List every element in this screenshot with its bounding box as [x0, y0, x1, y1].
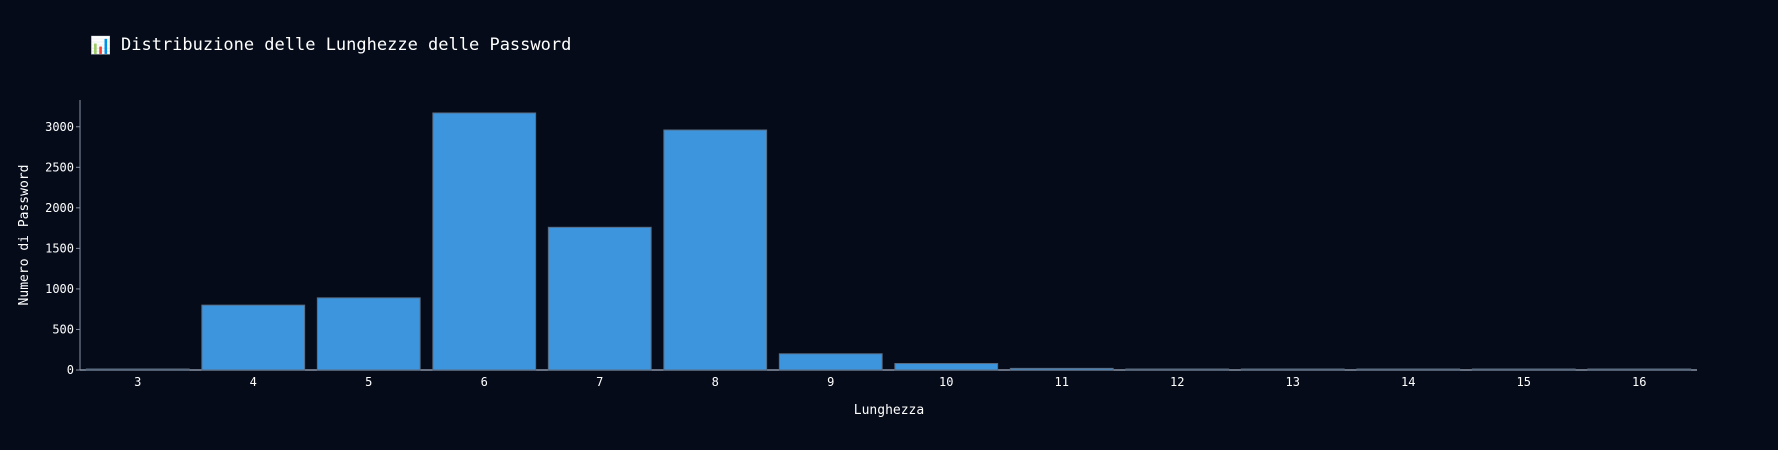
y-axis-label: Numero di Password — [17, 165, 32, 306]
x-tick-label: 7 — [596, 375, 603, 389]
bar-12 — [1125, 368, 1230, 371]
y-tick-label: 3000 — [45, 120, 74, 134]
bar-5 — [316, 297, 421, 371]
y-tick-label: 1000 — [45, 282, 74, 296]
bar-16 — [1587, 368, 1692, 371]
bar-8 — [663, 129, 768, 371]
x-tick-label: 9 — [827, 375, 834, 389]
bar-4 — [201, 304, 306, 371]
bar-9 — [778, 353, 883, 371]
y-tick-label: 2500 — [45, 160, 74, 174]
y-tick-label: 0 — [67, 363, 74, 377]
y-tick-labels: 0 500 1000 1500 2000 2500 3000 — [45, 120, 80, 377]
x-tick-label: 3 — [134, 375, 141, 389]
bars — [85, 112, 1692, 371]
bar-7 — [547, 226, 652, 371]
x-tick-label: 8 — [712, 375, 719, 389]
bar-6 — [432, 112, 537, 371]
x-tick-label: 12 — [1170, 375, 1184, 389]
x-tick-label: 10 — [939, 375, 953, 389]
y-tick-label: 500 — [52, 322, 74, 336]
x-tick-label: 6 — [481, 375, 488, 389]
x-tick-labels: 3 4 5 6 7 8 9 10 11 12 13 14 15 16 — [134, 375, 1646, 389]
y-tick-label: 1500 — [45, 241, 74, 255]
x-tick-label: 5 — [365, 375, 372, 389]
bar-10 — [894, 363, 999, 371]
title-icon: 📊 — [90, 35, 111, 56]
bar-15 — [1471, 368, 1576, 371]
bar-14 — [1356, 368, 1461, 371]
x-tick-label: 15 — [1517, 375, 1531, 389]
bar-11 — [1009, 367, 1114, 371]
chart-title: Distribuzione delle Lunghezze delle Pass… — [121, 35, 571, 55]
x-tick-label: 4 — [250, 375, 257, 389]
x-tick-label: 11 — [1055, 375, 1069, 389]
x-tick-label: 14 — [1401, 375, 1415, 389]
x-tick-label: 13 — [1286, 375, 1300, 389]
x-axis-label: Lunghezza — [854, 403, 924, 418]
x-tick-label: 16 — [1632, 375, 1646, 389]
bar-13 — [1240, 368, 1345, 371]
y-tick-label: 2000 — [45, 201, 74, 215]
bar-3 — [85, 368, 190, 371]
